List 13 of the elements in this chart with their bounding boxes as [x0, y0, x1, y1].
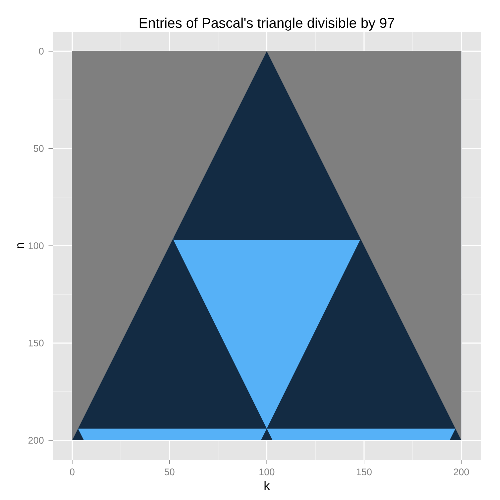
- x-tick-label: 50: [164, 468, 175, 476]
- y-tick-label: 0: [39, 48, 44, 55]
- x-tick-label: 0: [70, 468, 75, 476]
- y-tick-label: 200: [28, 437, 44, 444]
- chart-title: Entries of Pascal's triangle divisible by 97: [140, 18, 394, 31]
- x-tick-label: 150: [357, 468, 372, 476]
- y-tick-label: 50: [34, 145, 44, 152]
- x-axis-title: k: [264, 481, 270, 490]
- y-tick-label: 150: [28, 340, 44, 347]
- x-tick-label: 100: [260, 468, 275, 476]
- x-tick-label: 200: [454, 468, 470, 476]
- y-axis-title: n: [18, 243, 24, 249]
- y-tick-label: 100: [28, 242, 44, 250]
